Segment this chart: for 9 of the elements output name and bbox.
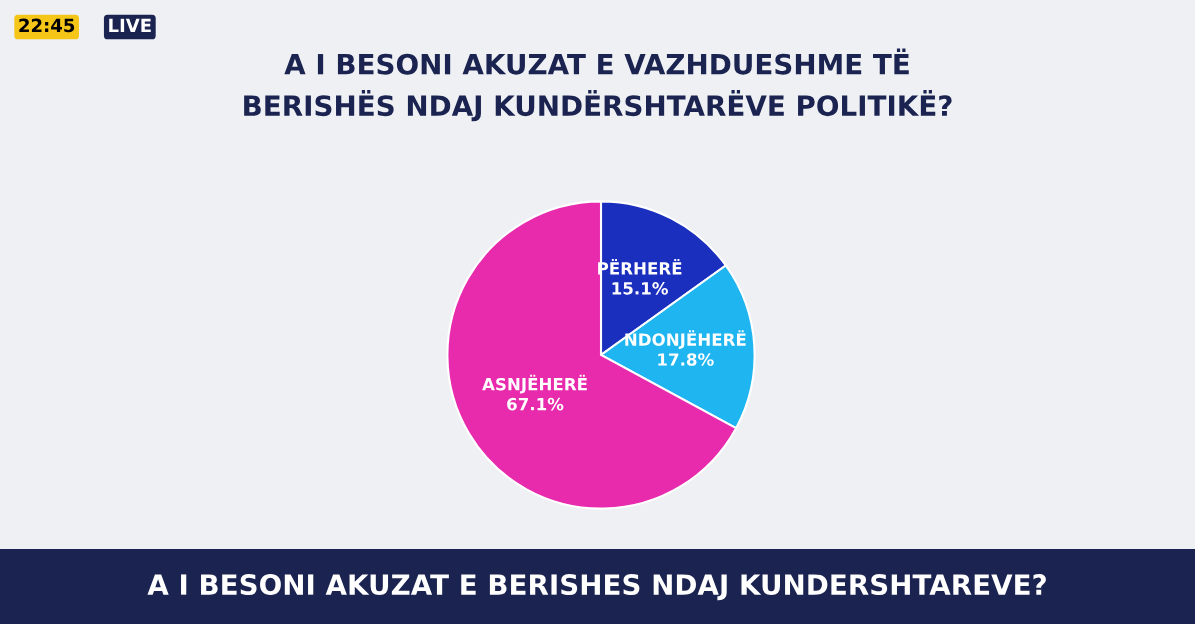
text: 22:45 — [19, 18, 75, 33]
slice-label: ASNJËHERË — [482, 374, 587, 394]
data-label: 15.1% — [612, 282, 668, 295]
slice-label: NDONJËHERË — [625, 330, 746, 349]
text: A I BESONI AKUZAT E BERISHES NDAJ KUNDERSHTAREVE? — [147, 574, 1046, 601]
data-label: 17.8% — [658, 353, 714, 366]
chart-title: A I BESONI AKUZAT E VAZHDUESHME TË BERISHËS NDAJ KUNDËRSHTARËVE POLITIKË? — [244, 48, 952, 122]
text: LIVE — [109, 18, 151, 32]
data-label: 67.1% — [507, 397, 564, 411]
